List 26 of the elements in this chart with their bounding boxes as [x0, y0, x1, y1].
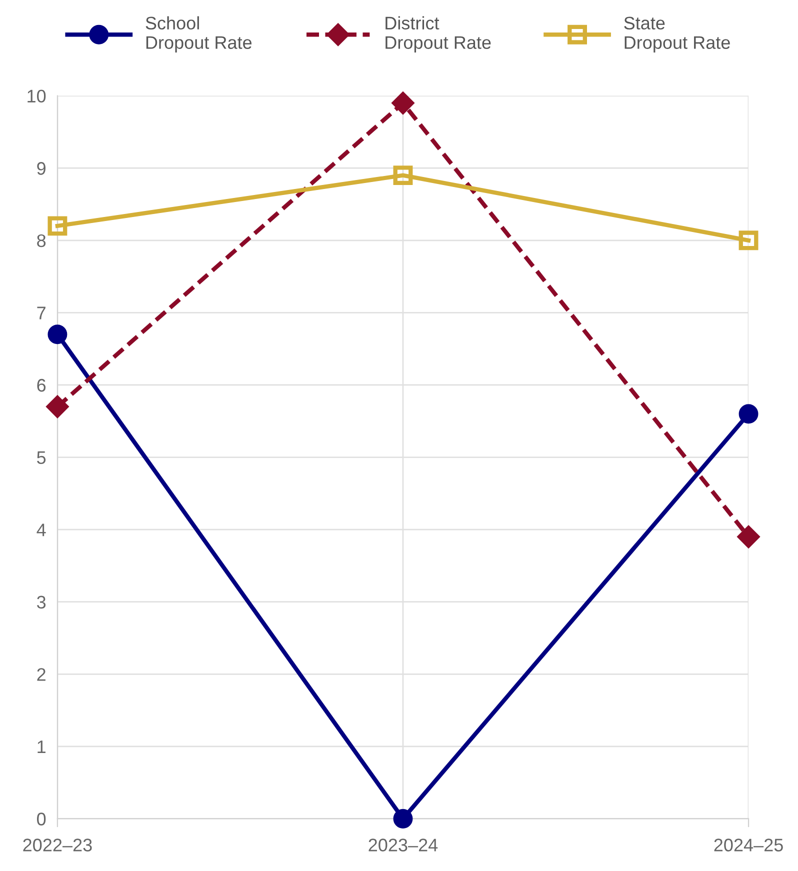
y-tick-label: 5 [37, 451, 46, 464]
point [48, 216, 68, 236]
y-tick-label: 4 [36, 524, 46, 536]
y-tick-label: 10 [28, 90, 46, 103]
legend-label: School Dropout Rate [146, 16, 252, 53]
y-tick-label: 9 [37, 162, 46, 175]
legend-label: State Dropout Rate [624, 16, 730, 53]
y-tick-label: 6 [37, 378, 46, 392]
point [391, 92, 414, 115]
x-tick-label: 2024–25 [714, 838, 783, 852]
x-tick-label: 2023–24 [368, 838, 438, 852]
x-tick-label: 2022–23 [23, 838, 92, 852]
legend-label: District Dropout Rate [386, 16, 491, 53]
y-tick-label: 3 [36, 596, 46, 609]
point [738, 404, 758, 424]
point [738, 230, 758, 250]
point [737, 525, 760, 548]
point [393, 166, 413, 186]
y-tick-label: 1 [38, 740, 46, 753]
point [48, 324, 68, 344]
point [393, 809, 413, 828]
y-tick-label: 7 [37, 306, 46, 320]
y-tick-label: 8 [37, 234, 46, 248]
y-tick-label: 0 [37, 812, 46, 826]
point [46, 395, 69, 418]
y-tick-label: 2 [37, 668, 46, 681]
